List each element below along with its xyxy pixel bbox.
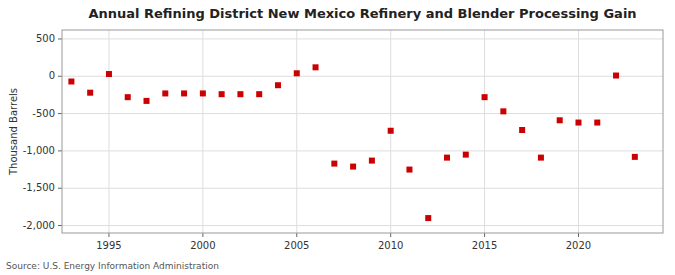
y-tick-label: -1,500 — [23, 182, 55, 193]
point — [406, 167, 412, 173]
y-tick — [58, 225, 62, 226]
y-grid-line — [62, 113, 663, 114]
y-grid-line — [62, 188, 663, 189]
point — [519, 127, 525, 133]
x-tick-label: 2010 — [378, 240, 403, 251]
y-grid-line — [62, 225, 663, 226]
y-grid-line — [62, 150, 663, 151]
x-tick-label: 1995 — [96, 240, 121, 251]
title: Annual Refining District New Mexico Refi… — [88, 6, 636, 21]
x-grid-line — [578, 30, 579, 233]
point — [87, 90, 93, 96]
point — [106, 71, 112, 77]
x-grid-line — [484, 30, 485, 233]
plot-frame — [62, 30, 663, 233]
grid — [62, 30, 663, 233]
x-tick-label: 2000 — [190, 240, 215, 251]
x-tick — [296, 233, 297, 237]
point — [500, 108, 506, 114]
x-grid-line — [108, 30, 109, 233]
y-tick-label: -2,000 — [23, 220, 55, 231]
x-tick — [390, 233, 391, 237]
point — [294, 70, 300, 76]
y-tick-label: 0 — [49, 70, 55, 81]
point — [162, 90, 168, 96]
point — [463, 152, 469, 158]
axes: 500 0 -500 -1,000 -1,500 -2,000 1995 2000 2005 20… — [23, 30, 663, 251]
y-tick — [58, 188, 62, 189]
point — [219, 91, 225, 97]
x-tick — [578, 233, 579, 237]
x-tick-label: 2005 — [284, 240, 309, 251]
chart: 500 0 -500 -1,000 -1,500 -2,000 1995 2000 2005 20… — [0, 0, 675, 275]
point — [200, 90, 206, 96]
y-tick — [58, 113, 62, 114]
point — [594, 120, 600, 126]
point — [144, 98, 150, 104]
x-tick — [108, 233, 109, 237]
point — [575, 120, 581, 126]
point — [256, 91, 262, 97]
point — [350, 164, 356, 170]
point — [237, 91, 243, 97]
x-tick-label: 2020 — [566, 240, 591, 251]
point — [369, 158, 375, 164]
y-tick-label: -500 — [32, 108, 55, 119]
point — [632, 154, 638, 160]
point — [388, 128, 394, 134]
point — [482, 94, 488, 100]
point — [125, 94, 131, 100]
y-grid-line — [62, 76, 663, 77]
y-axis-label: Thousand Barrels — [8, 88, 19, 176]
y-tick — [58, 76, 62, 77]
y-tick — [58, 38, 62, 39]
y-tick — [58, 150, 62, 151]
point — [425, 215, 431, 221]
point — [613, 73, 619, 79]
y-grid-line — [62, 38, 663, 39]
point — [313, 64, 319, 70]
point — [68, 78, 74, 84]
x-tick-label: 2015 — [472, 240, 497, 251]
point — [181, 90, 187, 96]
y-tick-label: 500 — [36, 33, 55, 44]
x-grid-line — [202, 30, 203, 233]
points — [68, 64, 637, 221]
point — [538, 155, 544, 161]
point — [444, 155, 450, 161]
x-grid-line — [296, 30, 297, 233]
x-tick — [202, 233, 203, 237]
point — [275, 82, 281, 88]
point — [557, 117, 563, 123]
x-tick — [484, 233, 485, 237]
source-note: Source: U.S. Energy Information Administ… — [6, 261, 219, 271]
y-tick-label: -1,000 — [23, 145, 55, 156]
point — [331, 161, 337, 167]
chart-container: 500 0 -500 -1,000 -1,500 -2,000 1995 2000 2005 20… — [0, 0, 675, 275]
